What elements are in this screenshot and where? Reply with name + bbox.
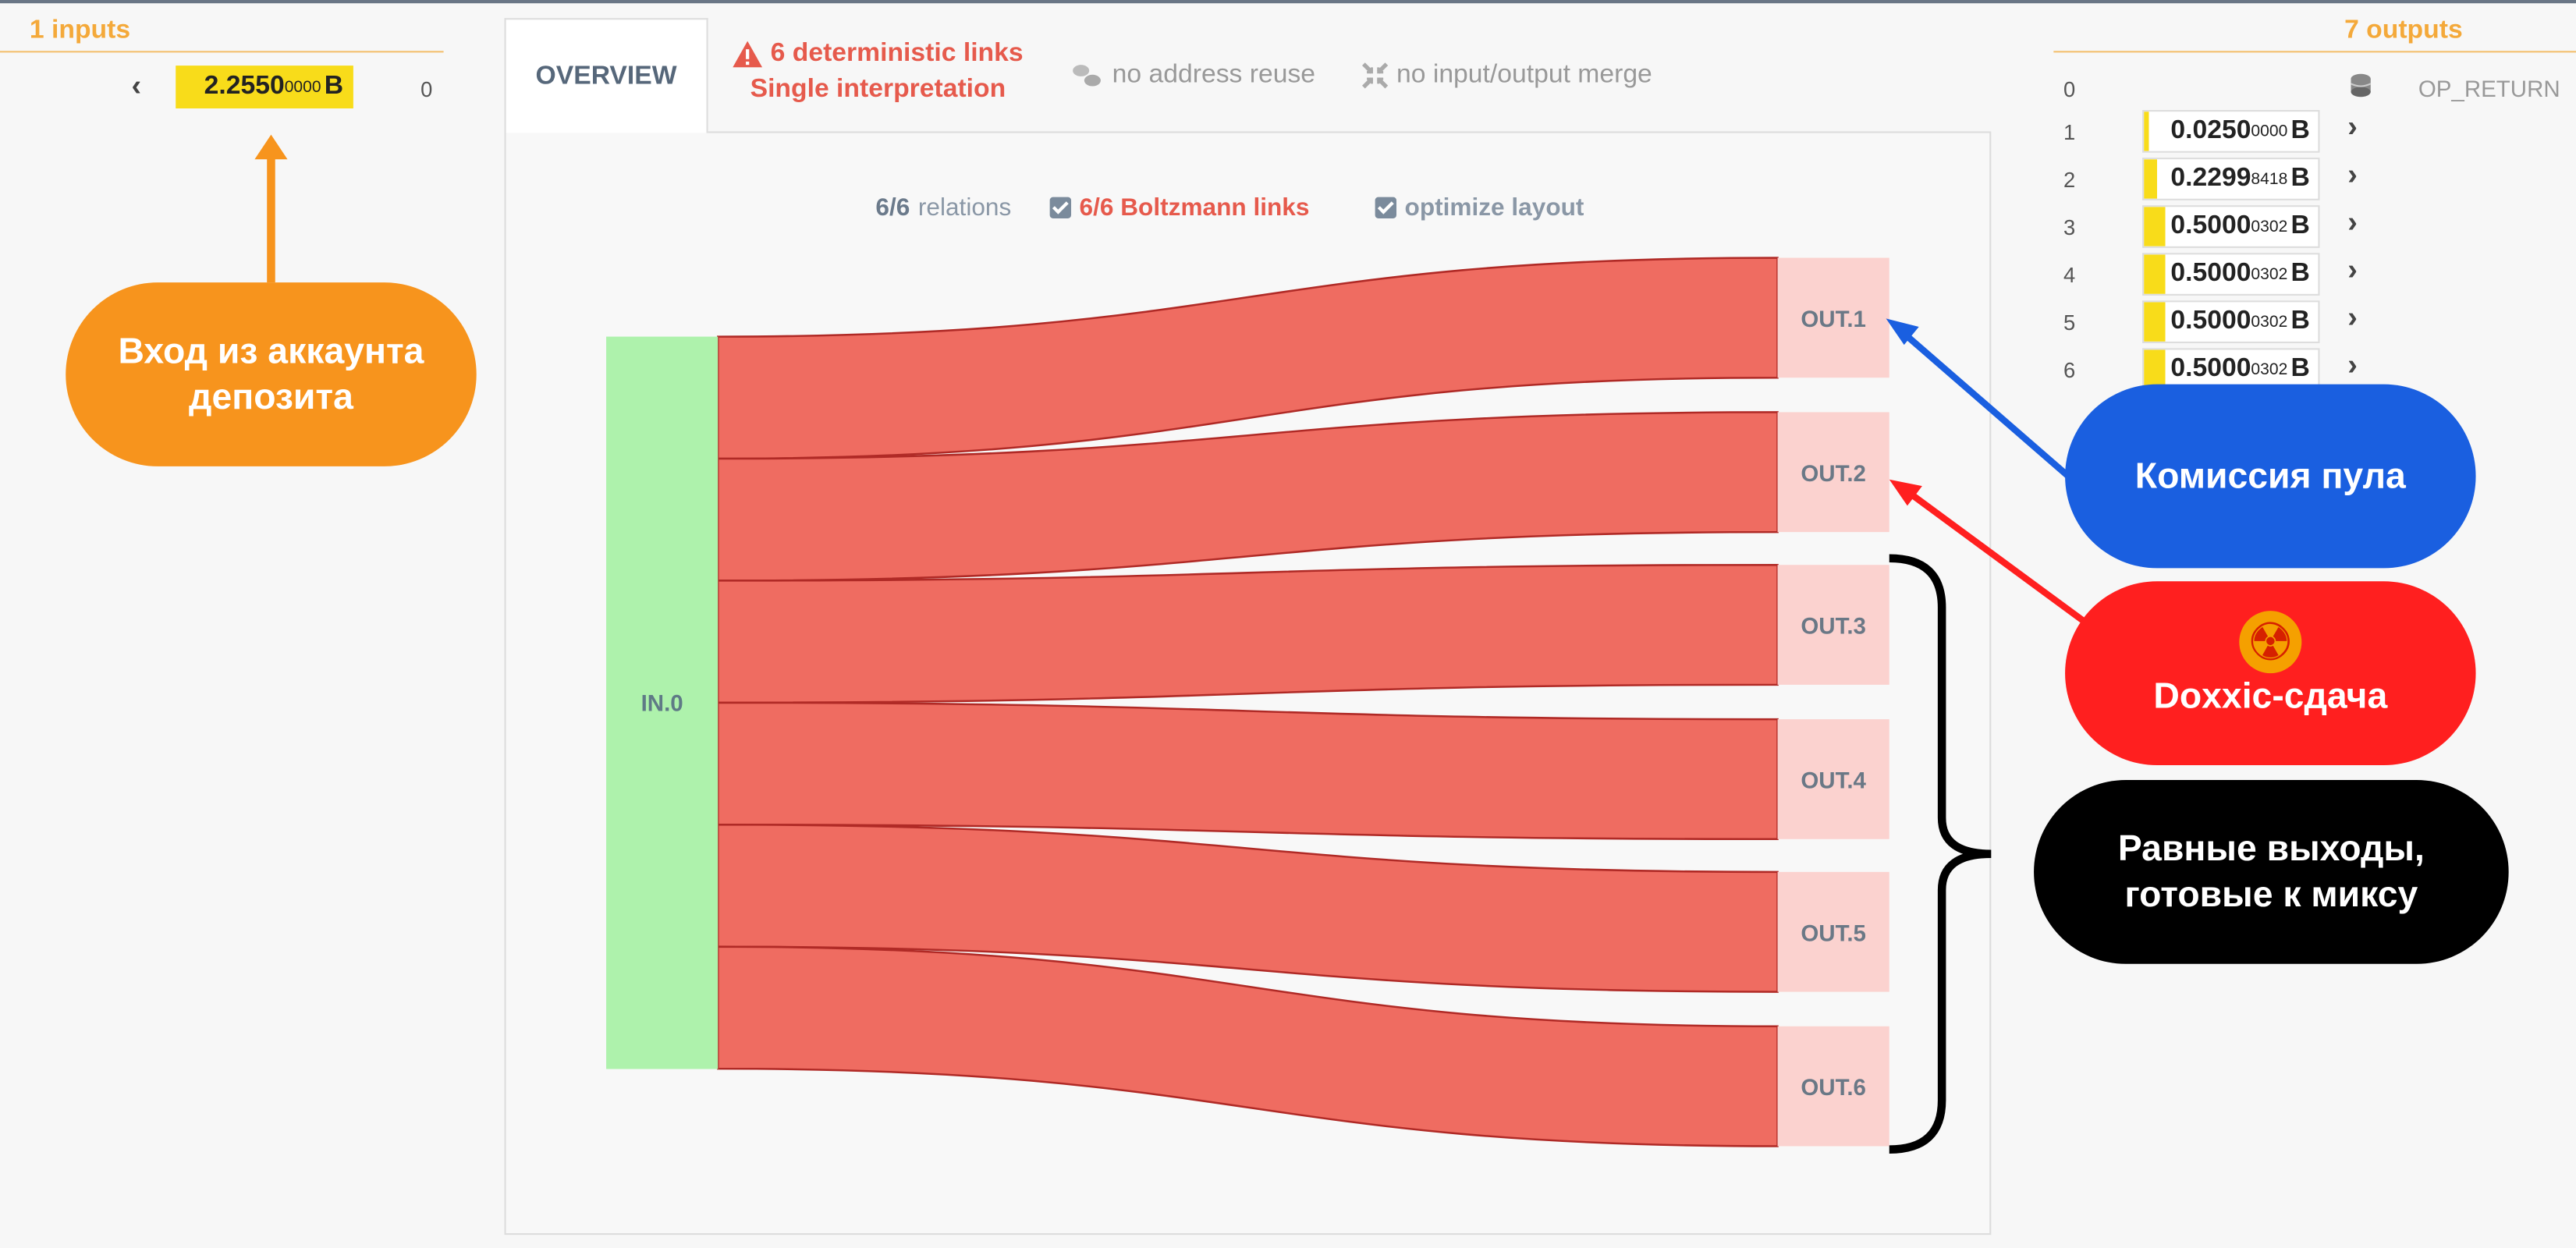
- relations-toggle[interactable]: 6/6 relations: [875, 193, 1012, 222]
- checkbox-icon: [1049, 197, 1072, 218]
- tab-io-merge[interactable]: no input/output merge: [1362, 61, 1652, 90]
- deposit-annotation: Вход из аккаунта депозита: [66, 282, 477, 466]
- no-merge-icon: [1362, 62, 1389, 89]
- outputs-divider: [2053, 51, 2576, 53]
- output-node-4[interactable]: OUT.4: [1777, 719, 1889, 839]
- warning-line-1: 6 deterministic links: [770, 39, 1024, 68]
- warning-icon: [733, 41, 763, 68]
- optimize-layout-toggle[interactable]: optimize layout: [1375, 193, 1584, 222]
- inputs-divider: [0, 51, 444, 53]
- output-amount[interactable]: 0.5000 0302 B: [2142, 300, 2320, 343]
- coins-icon: [2351, 73, 2372, 98]
- inputs-title: 1 inputs: [29, 16, 131, 44]
- amount-fill-bar: [2144, 207, 2165, 246]
- tab-deterministic-links[interactable]: 6 deterministic links Single interpretat…: [733, 39, 1024, 105]
- tab-overview[interactable]: OVERVIEW: [504, 18, 708, 133]
- chevron-right-icon[interactable]: ›: [2347, 110, 2358, 144]
- input-node[interactable]: IN.0: [606, 336, 719, 1069]
- checkbox-icon: [1375, 197, 1396, 218]
- output-amount[interactable]: 0.0250 0000 B: [2142, 110, 2320, 153]
- doxxic-annotation: ☢ Doxxic-сдача: [2065, 581, 2476, 766]
- tab-address-reuse[interactable]: no address reuse: [1071, 61, 1315, 90]
- chevron-right-icon[interactable]: ›: [2347, 158, 2358, 191]
- output-amount[interactable]: 0.5000 0302 B: [2142, 253, 2320, 296]
- output-node-3[interactable]: OUT.3: [1777, 565, 1889, 685]
- output-amount[interactable]: 0.2299 8418 B: [2142, 158, 2320, 200]
- top-border: [0, 0, 2576, 4]
- output-node-1[interactable]: OUT.1: [1777, 257, 1889, 378]
- output-index: 3: [2063, 214, 2076, 240]
- amount-fill-bar: [2144, 254, 2165, 294]
- output-index: 0: [2063, 76, 2076, 102]
- sankey-link[interactable]: [717, 563, 1779, 704]
- output-index: 1: [2063, 119, 2076, 145]
- chevron-right-icon[interactable]: ›: [2347, 300, 2358, 334]
- sankey-link[interactable]: [717, 411, 1779, 582]
- output-node-5[interactable]: OUT.5: [1777, 871, 1889, 992]
- chevron-right-icon[interactable]: ›: [2347, 205, 2358, 239]
- address-reuse-icon: [1073, 65, 1101, 87]
- amount-fill-bar: [2144, 112, 2149, 151]
- input-index: 0: [420, 76, 433, 102]
- amount-fill-bar: [2144, 302, 2165, 342]
- chevron-left-icon[interactable]: ‹: [131, 69, 142, 102]
- output-index: 2: [2063, 167, 2076, 193]
- chevron-right-icon[interactable]: ›: [2347, 253, 2358, 286]
- outputs-title: 7 outputs: [2344, 16, 2463, 44]
- output-amount[interactable]: 0.5000 0302 B: [2142, 205, 2320, 248]
- amount-fill-bar: [2144, 159, 2158, 199]
- output-node-2[interactable]: OUT.2: [1777, 412, 1889, 533]
- output-index: 4: [2063, 262, 2076, 288]
- radioactive-icon: ☢: [2239, 611, 2302, 674]
- output-index: 6: [2063, 357, 2076, 383]
- op-return-label: OP_RETURN: [2418, 75, 2560, 102]
- warning-line-2: Single interpretation: [750, 75, 1006, 104]
- pool-fee-annotation: Комиссия пула: [2065, 384, 2476, 569]
- input-amount[interactable]: 2.2550 0000 B: [176, 66, 353, 108]
- boltzmann-toggle[interactable]: 6/6 Boltzmann links: [1049, 193, 1309, 222]
- equal-outputs-annotation: Равные выходы, готовые к миксу: [2034, 779, 2509, 964]
- output-amount[interactable]: 0.5000 0302 B: [2142, 348, 2320, 392]
- output-index: 5: [2063, 310, 2076, 335]
- chevron-right-icon[interactable]: ›: [2347, 348, 2358, 381]
- amount-fill-bar: [2144, 349, 2165, 389]
- output-node-6[interactable]: OUT.6: [1777, 1026, 1889, 1147]
